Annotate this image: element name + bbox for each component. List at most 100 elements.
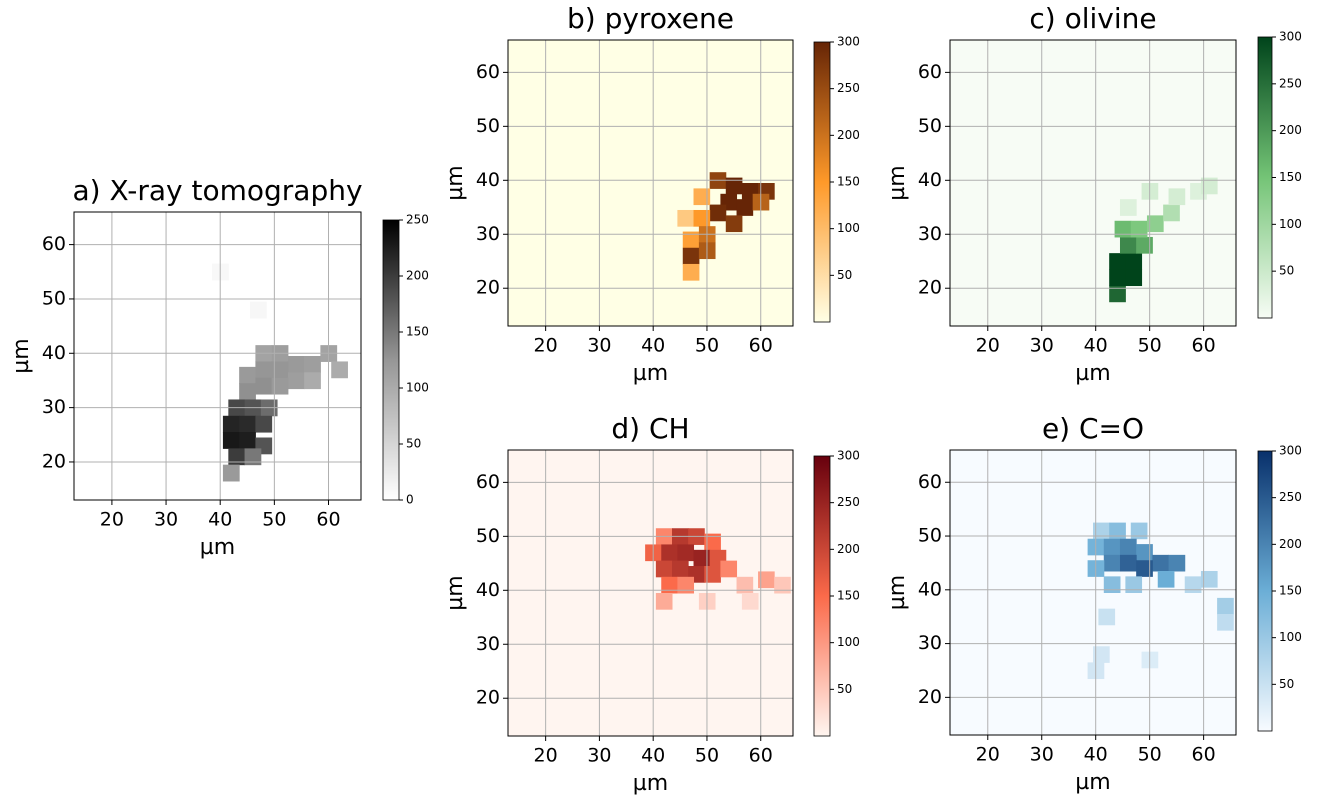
heatmap-cell bbox=[1217, 597, 1234, 615]
heatmap-cell bbox=[1093, 646, 1110, 663]
heatmap-cell bbox=[244, 448, 262, 466]
x-tick-label: 50 bbox=[262, 509, 286, 531]
x-tick-label: 60 bbox=[749, 745, 773, 767]
colorbar-tick-label: 200 bbox=[837, 128, 860, 142]
colorbar-tick-label: 200 bbox=[1279, 123, 1302, 137]
heatmap-cell bbox=[1119, 236, 1137, 254]
colorbar-tick-label: 300 bbox=[837, 449, 860, 463]
x-tick-label: 50 bbox=[695, 335, 719, 357]
heatmap-cell bbox=[682, 231, 700, 249]
heatmap-cell bbox=[239, 383, 256, 400]
heatmap-cell bbox=[255, 377, 273, 395]
x-tick-label: 60 bbox=[1192, 744, 1216, 766]
heatmap-cell bbox=[655, 593, 673, 610]
colorbar-tick-label: 150 bbox=[406, 325, 429, 339]
heatmap-cell bbox=[1136, 544, 1153, 561]
heatmap-cell bbox=[1119, 554, 1137, 572]
y-tick-label: 60 bbox=[918, 471, 942, 493]
y-tick-label: 30 bbox=[918, 632, 942, 654]
y-axis-label: µm bbox=[885, 575, 910, 610]
heatmap-cell bbox=[720, 560, 738, 578]
heatmap-cell bbox=[255, 415, 273, 433]
panel-title: c) olivine bbox=[1029, 2, 1156, 35]
heatmap-cell bbox=[677, 209, 695, 227]
heatmap-cell bbox=[1217, 614, 1234, 631]
y-tick-label: 30 bbox=[476, 223, 500, 245]
heatmap-cell bbox=[693, 209, 711, 227]
heatmap-cell bbox=[1146, 215, 1164, 233]
heatmap-cell bbox=[271, 377, 289, 395]
heatmap-cell bbox=[228, 448, 246, 466]
colorbar-tick-label: 50 bbox=[406, 437, 421, 451]
colorbar-tick-label: 200 bbox=[837, 542, 860, 556]
heatmap-cell bbox=[304, 372, 321, 390]
y-axis-label: µm bbox=[443, 165, 468, 200]
y-tick-label: 20 bbox=[476, 687, 500, 709]
colorbar-tick-label: 50 bbox=[837, 682, 852, 696]
plot-frame bbox=[507, 449, 794, 737]
colorbar-tick-label: 150 bbox=[837, 175, 860, 189]
colorbar-tick-label: 150 bbox=[1279, 584, 1302, 598]
heatmap-cell bbox=[682, 263, 700, 281]
y-tick-label: 40 bbox=[476, 169, 500, 191]
heatmap-cell bbox=[1114, 220, 1132, 238]
heatmap-cell bbox=[693, 188, 711, 206]
heatmap-cell bbox=[271, 361, 289, 379]
plot-frame bbox=[949, 449, 1237, 736]
colorbar bbox=[382, 219, 400, 501]
colorbar-tick-label: 250 bbox=[406, 213, 429, 227]
x-axis-label: µm bbox=[1075, 361, 1110, 386]
heatmap-cell bbox=[255, 361, 273, 379]
x-tick-label: 20 bbox=[976, 744, 1000, 766]
plot-background bbox=[950, 40, 1236, 326]
y-tick-label: 20 bbox=[476, 277, 500, 299]
x-tick-label: 40 bbox=[1084, 744, 1108, 766]
y-tick-label: 20 bbox=[42, 450, 66, 472]
x-tick-label: 30 bbox=[1030, 335, 1054, 357]
colorbar-tick-label: 200 bbox=[1279, 537, 1302, 551]
heatmap-cell bbox=[249, 301, 267, 319]
y-tick-label: 40 bbox=[918, 578, 942, 600]
colorbar bbox=[1257, 36, 1273, 319]
heatmap-cell bbox=[1093, 522, 1110, 540]
plot-frame bbox=[507, 39, 794, 327]
x-tick-label: 20 bbox=[100, 509, 124, 531]
heatmap-cell bbox=[222, 415, 240, 433]
colorbar-tick-label: 150 bbox=[837, 589, 860, 603]
x-tick-label: 40 bbox=[208, 509, 232, 531]
panel: 20 30 40 50 60 20 30 40 50 60 c) olivine µm µm 50 100 1… bbox=[885, 2, 1302, 386]
heatmap-cell bbox=[222, 464, 240, 482]
colorbar-tick-label: 100 bbox=[1279, 217, 1302, 231]
heatmap-cell bbox=[736, 576, 754, 594]
panel-title: b) pyroxene bbox=[567, 2, 734, 35]
x-tick-label: 30 bbox=[1030, 744, 1054, 766]
heatmap-cell bbox=[1168, 188, 1186, 206]
colorbar-tick-label: 250 bbox=[1279, 490, 1302, 504]
y-tick-label: 60 bbox=[918, 61, 942, 83]
panel-title: d) CH bbox=[611, 412, 689, 445]
y-tick-label: 50 bbox=[476, 115, 500, 137]
heatmap-cell bbox=[1157, 570, 1175, 588]
heatmap-cell bbox=[1109, 522, 1126, 540]
y-tick-label: 50 bbox=[918, 115, 942, 137]
panel: 20 30 40 50 60 20 30 40 50 60 b) pyroxene µm µm 50 100… bbox=[443, 2, 860, 386]
x-tick-label: 60 bbox=[1192, 335, 1216, 357]
panel: 20 30 40 50 60 20 30 40 50 60 a) X-ray tomography µ… bbox=[9, 174, 429, 560]
colorbar-tick-label: 200 bbox=[406, 269, 429, 283]
x-tick-label: 40 bbox=[1084, 335, 1108, 357]
y-tick-label: 20 bbox=[918, 686, 942, 708]
heatmap-cell bbox=[693, 549, 711, 567]
x-tick-label: 40 bbox=[641, 335, 665, 357]
heatmap-cell bbox=[677, 544, 695, 562]
y-axis-label: µm bbox=[9, 338, 34, 373]
heatmap-cell bbox=[287, 372, 305, 390]
y-axis-label: µm bbox=[885, 165, 910, 200]
y-tick-label: 20 bbox=[918, 277, 942, 299]
y-tick-label: 30 bbox=[476, 633, 500, 655]
panel-title: e) C=O bbox=[1042, 412, 1144, 445]
heatmap-cell bbox=[709, 204, 727, 222]
colorbar-tick-label: 300 bbox=[837, 35, 860, 49]
x-axis-label: µm bbox=[633, 771, 668, 796]
x-tick-label: 60 bbox=[316, 509, 340, 531]
